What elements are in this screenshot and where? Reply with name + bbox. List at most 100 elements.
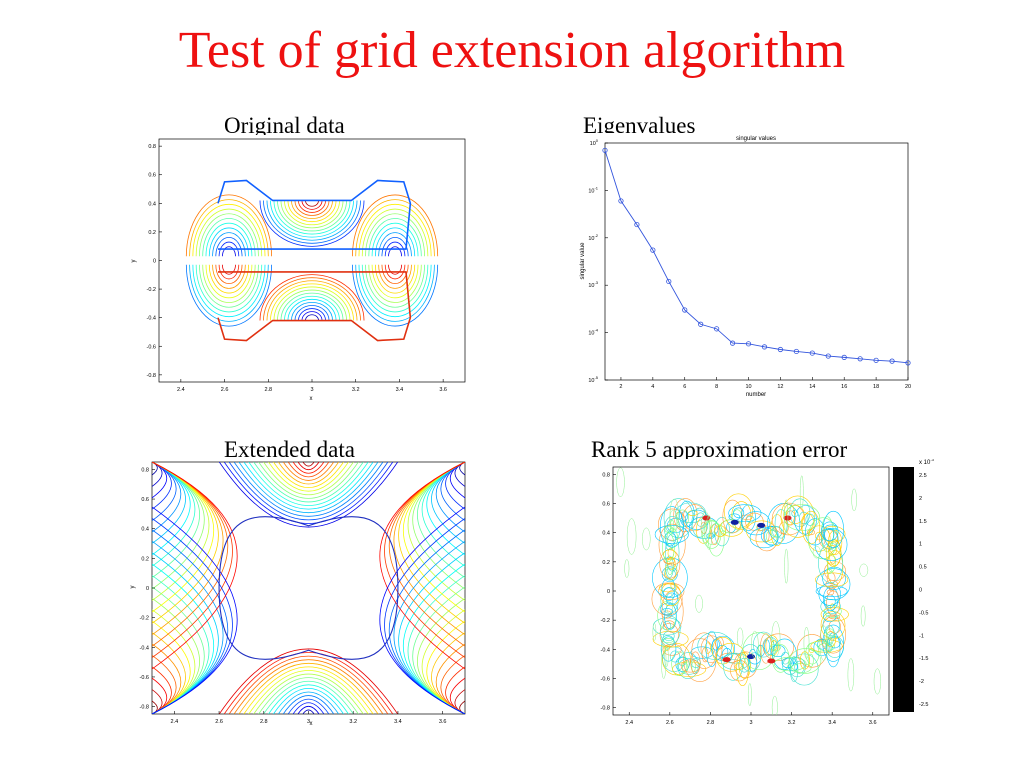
original-ytick-label: -0.6 bbox=[147, 344, 156, 350]
eigen-point bbox=[666, 278, 672, 285]
error-contour-line bbox=[652, 623, 657, 641]
original-boundary-bottom bbox=[217, 271, 412, 342]
extended-plot-frame bbox=[151, 461, 466, 715]
eigen-xtick-label: 16 bbox=[841, 384, 847, 390]
original-contour-line bbox=[365, 213, 425, 257]
eigen-ytick-label: 10-5 bbox=[588, 375, 598, 384]
extended-xtick-label: 3.2 bbox=[349, 719, 357, 725]
error-xtick-label: 2.6 bbox=[666, 720, 674, 725]
extended-data-panel: 2.4 2.6 2.8 3 3.2 3.4 3.6 0.8 0.6 0.4 0.2 0 -0.2 -0.4… bbox=[127, 459, 470, 727]
error-contour-line bbox=[815, 585, 848, 597]
extended-contour-line bbox=[243, 666, 374, 714]
error-contour-line bbox=[666, 592, 674, 614]
error-contour-line bbox=[801, 510, 821, 545]
original-contour-line bbox=[371, 264, 419, 299]
original-contour-line bbox=[212, 232, 246, 257]
error-contour-line bbox=[805, 513, 815, 526]
error-contour-line bbox=[771, 695, 778, 715]
original-ytick-label: -0.4 bbox=[147, 316, 156, 322]
extended-xlabel: x bbox=[310, 721, 313, 727]
extended-contour-line bbox=[233, 659, 384, 714]
original-contour-line bbox=[388, 246, 403, 257]
error-contour-line bbox=[816, 568, 851, 601]
extended-xtick-label: 3.6 bbox=[439, 719, 447, 725]
error-hotspot bbox=[730, 519, 739, 525]
error-contour-line bbox=[661, 643, 667, 679]
colorbar-tick-label: 0 bbox=[919, 588, 922, 594]
error-contour-line bbox=[706, 532, 715, 539]
error-contour-line bbox=[814, 528, 848, 562]
error-contour-line bbox=[794, 660, 805, 674]
error-contour-line bbox=[771, 621, 781, 657]
original-contour-line bbox=[218, 264, 240, 280]
error-contour-line bbox=[860, 605, 866, 627]
error-contour-line bbox=[695, 594, 703, 613]
error-contour-line bbox=[675, 656, 690, 672]
error-contour-line bbox=[719, 652, 742, 663]
original-contour-line bbox=[284, 200, 340, 226]
extended-contour-line bbox=[292, 702, 325, 714]
original-contour-line bbox=[358, 204, 432, 257]
error-contour-line bbox=[741, 511, 771, 536]
error-contour-line bbox=[772, 526, 783, 538]
error-hotspot bbox=[757, 522, 766, 528]
original-contour-line bbox=[378, 232, 412, 257]
error-contour-line bbox=[813, 638, 830, 657]
error-hotspot bbox=[702, 515, 711, 521]
original-contour-line bbox=[205, 264, 253, 299]
extended-contour-line bbox=[268, 462, 349, 492]
eigen-point bbox=[729, 340, 736, 346]
eigen-point bbox=[905, 360, 911, 366]
original-contour-line bbox=[284, 295, 340, 321]
error-contour-line bbox=[659, 506, 684, 548]
original-contour-line bbox=[199, 213, 259, 257]
extended-contour-line bbox=[292, 462, 325, 474]
original-contour-line bbox=[192, 264, 266, 317]
original-contour-line bbox=[294, 305, 330, 321]
extended-ytick-label: -0.6 bbox=[140, 675, 149, 681]
extended-ytick-label: -0.2 bbox=[140, 616, 149, 622]
error-contour-line bbox=[670, 582, 675, 590]
original-ytick-label: -0.2 bbox=[147, 287, 156, 293]
error-contour-line bbox=[789, 498, 811, 527]
colorbar-exponent: x 10-3 bbox=[919, 459, 935, 466]
error-contour-line bbox=[669, 650, 681, 663]
error-contour-line bbox=[820, 615, 846, 654]
extended-contour-line bbox=[258, 677, 359, 714]
error-contour-line bbox=[751, 630, 759, 659]
original-contour-line bbox=[305, 314, 319, 321]
colorbar-tick-label: -1.5 bbox=[919, 656, 928, 662]
error-contour-line bbox=[738, 657, 751, 673]
error-contour-line bbox=[665, 543, 674, 550]
original-ytick-label: 0.2 bbox=[148, 230, 156, 236]
original-contour-line bbox=[280, 292, 344, 321]
error-ytick-label: -0.4 bbox=[601, 647, 610, 653]
extended-contour-line bbox=[379, 506, 465, 714]
original-contour-line bbox=[355, 199, 435, 257]
error-contour-line bbox=[659, 602, 679, 616]
colorbar-tick-label: -2.5 bbox=[919, 702, 928, 708]
error-contour-line bbox=[704, 642, 711, 654]
original-contour-line bbox=[371, 222, 419, 257]
original-contour-line bbox=[208, 227, 250, 257]
eigen-plot-frame bbox=[604, 142, 909, 381]
error-contour-line bbox=[821, 521, 839, 542]
extended-contour-line bbox=[273, 462, 344, 488]
eigen-ytick-exp: -5 bbox=[594, 375, 598, 380]
eigen-ytick-exp: -4 bbox=[594, 328, 598, 333]
error-ytick-label: -0.6 bbox=[601, 677, 610, 683]
error-panel: 2.4 2.6 2.8 3 3.2 3.4 3.6 0.8 0.6 0.4 0.2 0 -0.2 -0.4… bbox=[597, 459, 942, 725]
eigen-xlabel: number bbox=[746, 392, 766, 398]
error-contour-line bbox=[784, 548, 789, 584]
extended-xtick-label: 2.6 bbox=[215, 719, 223, 725]
original-contour-line bbox=[361, 264, 429, 313]
error-contour-line bbox=[788, 656, 806, 678]
original-contour-line bbox=[263, 277, 361, 321]
extended-contour-line bbox=[277, 462, 340, 485]
extended-contour-line bbox=[228, 655, 389, 714]
original-contour-line bbox=[189, 199, 269, 257]
error-contour-line bbox=[762, 633, 795, 661]
error-contour-line bbox=[677, 652, 699, 679]
original-xtick-label: 3 bbox=[310, 387, 313, 393]
error-contour-line bbox=[771, 502, 805, 536]
